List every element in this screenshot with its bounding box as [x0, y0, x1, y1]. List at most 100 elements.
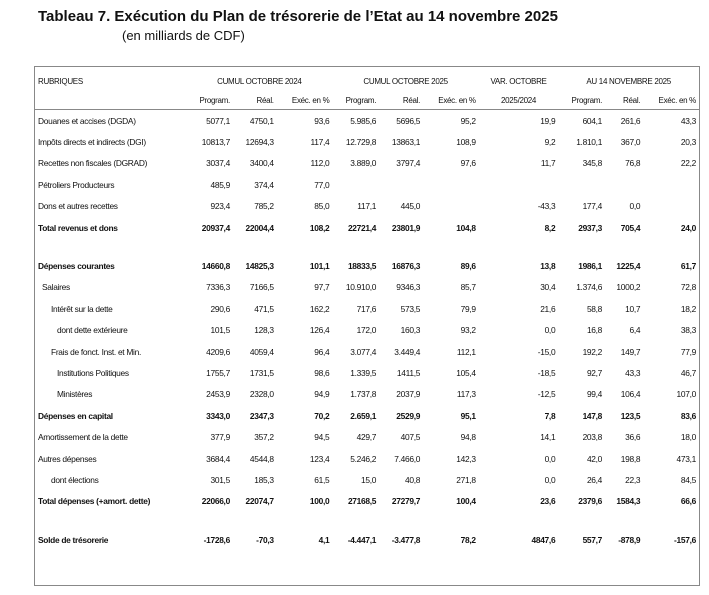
cell: 485,9 [210, 179, 230, 190]
cell: 24,0 [680, 222, 696, 233]
cell: 357,2 [254, 432, 274, 443]
header-cell [35, 91, 187, 110]
cell: 5.246,2 [350, 453, 377, 464]
cell: 142,3 [456, 453, 476, 464]
cell: 3.889,0 [350, 158, 377, 169]
cell: 22,3 [625, 474, 641, 485]
cell: 128,3 [254, 325, 274, 336]
table-row: Frais de fonct. Inst. et Min. 4209,6 4059,… [35, 341, 699, 362]
cell: 429,7 [356, 432, 377, 443]
group-header: CUMUL OCTOBRE 2025 [363, 76, 448, 86]
cell: 1.810,1 [576, 137, 603, 148]
row-label: Dépenses courantes [38, 261, 115, 272]
table-frame: RUBRIQUES CUMUL OCTOBRE 2024 CUMUL OCTOBRE… [34, 66, 700, 586]
cell: 4847,6 [531, 534, 556, 545]
cell: 46,7 [680, 367, 696, 378]
cell: 0,0 [629, 201, 641, 212]
cell [605, 174, 643, 195]
cell: 70,2 [314, 410, 330, 421]
cell: 12.729,8 [345, 137, 377, 148]
column-header: 2025/2024 [478, 91, 559, 110]
cell: 301,5 [210, 474, 230, 485]
spacer [35, 238, 699, 255]
cell: 21,6 [540, 303, 556, 314]
cell: 923,4 [210, 201, 230, 212]
cell: 99,4 [586, 389, 603, 400]
cell: 123,5 [620, 410, 641, 421]
cell: 172,0 [356, 325, 377, 336]
table-row: Ministères 2453,9 2328,0 94,9 1.737,8 2037,9 1… [35, 384, 699, 405]
cell: 27279,7 [391, 496, 421, 507]
table-row: Dons et autres recettes 923,4 785,2 85,0 117… [35, 196, 699, 217]
cell: 0,0 [544, 453, 556, 464]
table-row: Salaires 7336,3 7166,5 97,7 10.910,0 9346,3 85… [35, 277, 699, 298]
row-label: Solde de trésorerie [38, 534, 109, 545]
cell: -15,0 [537, 346, 556, 357]
cell: 100,0 [309, 496, 330, 507]
cell: 14660,8 [201, 261, 230, 272]
cell: 4059,4 [249, 346, 274, 357]
cell: 345,8 [582, 158, 603, 169]
cell: 445,0 [400, 201, 421, 212]
table-row: dont dette extérieure 101,5 128,3 126,4 172,… [35, 320, 699, 341]
cell: 95,2 [460, 115, 476, 126]
column-header: Exéc. en % [276, 91, 333, 110]
table-row: Amortissement de la dette 377,9 357,2 94,5 4… [35, 426, 699, 447]
cell: 160,3 [400, 325, 421, 336]
cell: 43,3 [625, 367, 641, 378]
header-cell: RUBRIQUES [38, 76, 83, 86]
row-label: Ministères [57, 389, 93, 400]
cell: 2453,9 [206, 389, 230, 400]
table-row: Impôts directs et indirects (DGI) 10813,7… [35, 131, 699, 152]
cell: 43,3 [680, 115, 696, 126]
cell: 7,8 [544, 410, 556, 421]
group-header: VAR. OCTOBRE [490, 76, 547, 86]
cell: 4209,6 [206, 346, 230, 357]
cell: 14825,3 [245, 261, 274, 272]
cell: 9,2 [544, 137, 556, 148]
cell: 2347,3 [249, 410, 274, 421]
cell: 407,5 [400, 432, 421, 443]
cell: 108,2 [309, 222, 330, 233]
row-label: Impôts directs et indirects (DGI) [38, 137, 146, 148]
cell: 147,8 [582, 410, 603, 421]
column-header: Réal. [379, 91, 424, 110]
cell: 4750,1 [249, 115, 274, 126]
cell: 604,1 [582, 115, 603, 126]
cell: 123,4 [309, 453, 330, 464]
cell: 3343,0 [206, 410, 230, 421]
row-label: Douanes et accises (DGDA) [38, 115, 136, 126]
cell: 1.737,8 [350, 389, 377, 400]
column-header: Program. [558, 91, 606, 110]
cell: 15,0 [361, 474, 377, 485]
cell: 83,6 [680, 410, 696, 421]
cell: 2379,6 [578, 496, 603, 507]
cell: 3.449,4 [394, 346, 421, 357]
cell: 26,4 [586, 474, 603, 485]
cell: 7.466,0 [394, 453, 421, 464]
cell: 1755,7 [206, 367, 230, 378]
cell [379, 174, 423, 195]
cell: 1584,3 [616, 496, 641, 507]
cell: 23801,9 [391, 222, 421, 233]
header-row: RUBRIQUES CUMUL OCTOBRE 2024 CUMUL OCTOBRE… [35, 67, 699, 91]
cell: 78,2 [460, 534, 476, 545]
cell: 77,9 [680, 346, 696, 357]
row-label: Frais de fonct. Inst. et Min. [51, 346, 141, 357]
cell: 1225,4 [616, 261, 641, 272]
cell: 2529,9 [396, 410, 421, 421]
cell: 10.910,0 [345, 282, 377, 293]
cell [479, 174, 559, 195]
table-row: Recettes non fiscales (DGRAD) 3037,4 3400,… [35, 153, 699, 174]
cell: 0,0 [544, 474, 556, 485]
cell: 106,4 [620, 389, 641, 400]
cell: 61,7 [680, 261, 696, 272]
cell: 5696,5 [396, 115, 421, 126]
cell: 22721,4 [347, 222, 377, 233]
cell: 705,4 [620, 222, 641, 233]
cell: 367,0 [620, 137, 641, 148]
cell: 97,7 [314, 282, 330, 293]
column-header: Exéc. en % [643, 91, 699, 110]
cell: 557,7 [582, 534, 603, 545]
